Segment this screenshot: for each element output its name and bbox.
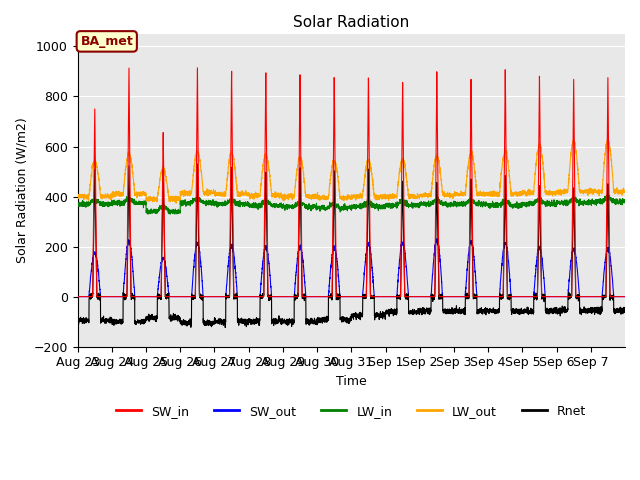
LW_in	[401, 201, 409, 207]
LW_in	[529, 203, 536, 208]
SW_in	[543, 294, 550, 300]
LW_out	[543, 188, 550, 193]
SW_in	[193, 65, 201, 71]
SW_in	[529, 294, 536, 300]
SW_in	[502, 88, 509, 94]
Line: Rnet: Rnet	[77, 164, 625, 327]
Rnet	[543, 307, 550, 313]
Y-axis label: Solar Radiation (W/m2): Solar Radiation (W/m2)	[15, 118, 28, 263]
SW_out	[529, 294, 536, 300]
SW_in	[621, 294, 629, 300]
LW_out	[372, 196, 380, 202]
LW_out	[502, 151, 509, 156]
X-axis label: Time: Time	[336, 375, 367, 388]
Line: SW_out: SW_out	[77, 239, 625, 297]
LW_in	[621, 198, 629, 204]
Line: LW_in: LW_in	[77, 195, 625, 214]
LW_in	[372, 202, 380, 208]
Line: SW_in: SW_in	[77, 68, 625, 297]
LW_in	[543, 201, 550, 207]
LW_out	[74, 191, 81, 197]
LW_in	[74, 200, 81, 205]
SW_out	[621, 294, 629, 300]
LW_out	[188, 189, 195, 194]
LW_out	[604, 135, 612, 141]
SW_out	[433, 236, 441, 241]
Legend: SW_in, SW_out, LW_in, LW_out, Rnet: SW_in, SW_out, LW_in, LW_out, Rnet	[111, 400, 591, 423]
SW_out	[372, 294, 380, 300]
Rnet	[193, 161, 201, 167]
Rnet	[529, 307, 536, 313]
Rnet	[221, 324, 229, 330]
Text: BA_met: BA_met	[81, 35, 133, 48]
LW_out	[401, 162, 409, 168]
Rnet	[188, 320, 195, 326]
Rnet	[401, 294, 409, 300]
LW_in	[144, 211, 152, 217]
SW_out	[502, 240, 509, 245]
Rnet	[502, 191, 509, 197]
SW_out	[543, 294, 550, 300]
SW_in	[74, 294, 81, 300]
LW_out	[172, 200, 180, 206]
LW_out	[529, 189, 536, 194]
LW_out	[621, 188, 629, 193]
SW_out	[74, 294, 81, 300]
Rnet	[74, 315, 81, 321]
SW_in	[188, 294, 195, 300]
LW_in	[604, 192, 611, 198]
Title: Solar Radiation: Solar Radiation	[293, 15, 410, 30]
LW_in	[502, 198, 509, 204]
Rnet	[621, 308, 629, 314]
Rnet	[372, 312, 380, 317]
SW_out	[401, 248, 409, 254]
SW_out	[188, 294, 195, 300]
Line: LW_out: LW_out	[77, 138, 625, 203]
LW_in	[188, 199, 195, 205]
SW_in	[372, 294, 380, 300]
SW_in	[401, 294, 409, 300]
